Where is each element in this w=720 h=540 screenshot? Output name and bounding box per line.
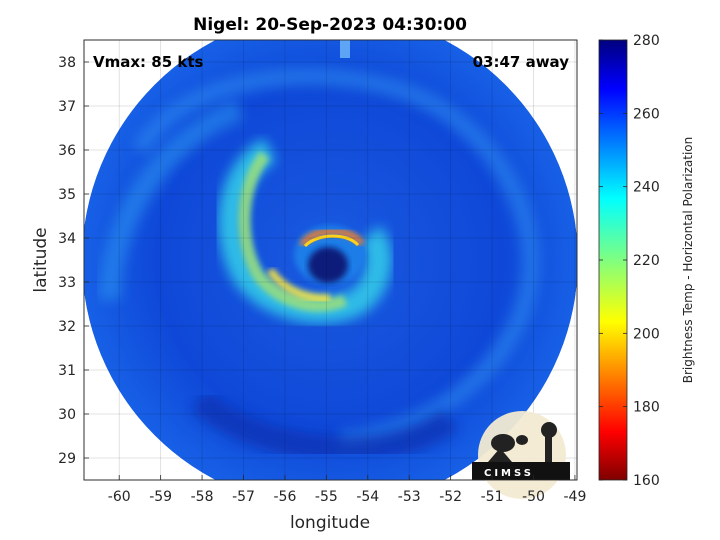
colorbar-tick-label: 200	[633, 326, 660, 342]
x-tick-label: -52	[439, 489, 462, 505]
x-axis-ticks: -60 -59 -58 -57 -56 -55 -54 -53 -52 -51 -50 -49	[108, 475, 586, 505]
colorbar-tick-label: 220	[633, 253, 660, 269]
y-tick-label: 37	[58, 99, 76, 115]
satellite-image	[84, 40, 577, 480]
x-tick-label: -53	[398, 489, 421, 505]
y-tick-label: 33	[58, 275, 76, 291]
x-tick-label: -56	[273, 489, 296, 505]
x-tick-label: -49	[563, 489, 586, 505]
time-away-label: 03:47 away	[473, 53, 570, 71]
colorbar-label: Brightness Temp - Horizontal Polarizatio…	[681, 137, 695, 384]
colorbar-tick-label: 180	[633, 400, 660, 416]
y-tick-label: 29	[58, 451, 76, 467]
y-tick-label: 34	[58, 231, 76, 247]
y-tick-label: 30	[58, 407, 76, 423]
axes-frame	[83, 39, 578, 481]
colorbar-tick-label: 260	[633, 106, 660, 122]
x-tick-label: -55	[315, 489, 338, 505]
y-axis-ticks: 29 30 31 32 33 34 35 36 37 38	[58, 55, 89, 467]
logo-text: CIMSS	[484, 468, 534, 479]
x-tick-label: -60	[108, 489, 131, 505]
colorbar	[598, 39, 628, 481]
chart-title: Nigel: 20-Sep-2023 04:30:00	[193, 15, 467, 35]
y-axis-label: latitude	[31, 227, 51, 292]
x-tick-label: -59	[149, 489, 172, 505]
cimss-logo: CIMSS	[472, 411, 570, 499]
x-tick-label: -50	[522, 489, 545, 505]
colorbar-tick-label: 280	[633, 33, 660, 49]
x-tick-label: -57	[232, 489, 255, 505]
y-tick-label: 35	[58, 187, 76, 203]
x-tick-label: -58	[191, 489, 214, 505]
colorbar-ticks: 160 180 200 220 240 260 280	[599, 33, 660, 489]
y-tick-label: 31	[58, 363, 76, 379]
x-tick-label: -54	[356, 489, 379, 505]
y-tick-label: 32	[58, 319, 76, 335]
colorbar-tick-label: 240	[633, 180, 660, 196]
y-tick-label: 36	[58, 143, 76, 159]
colorbar-tick-label: 160	[633, 473, 660, 489]
vmax-label: Vmax: 85 kts	[93, 53, 203, 71]
x-axis-label: longitude	[290, 513, 370, 533]
y-tick-label: 38	[58, 55, 76, 71]
x-tick-label: -51	[481, 489, 504, 505]
